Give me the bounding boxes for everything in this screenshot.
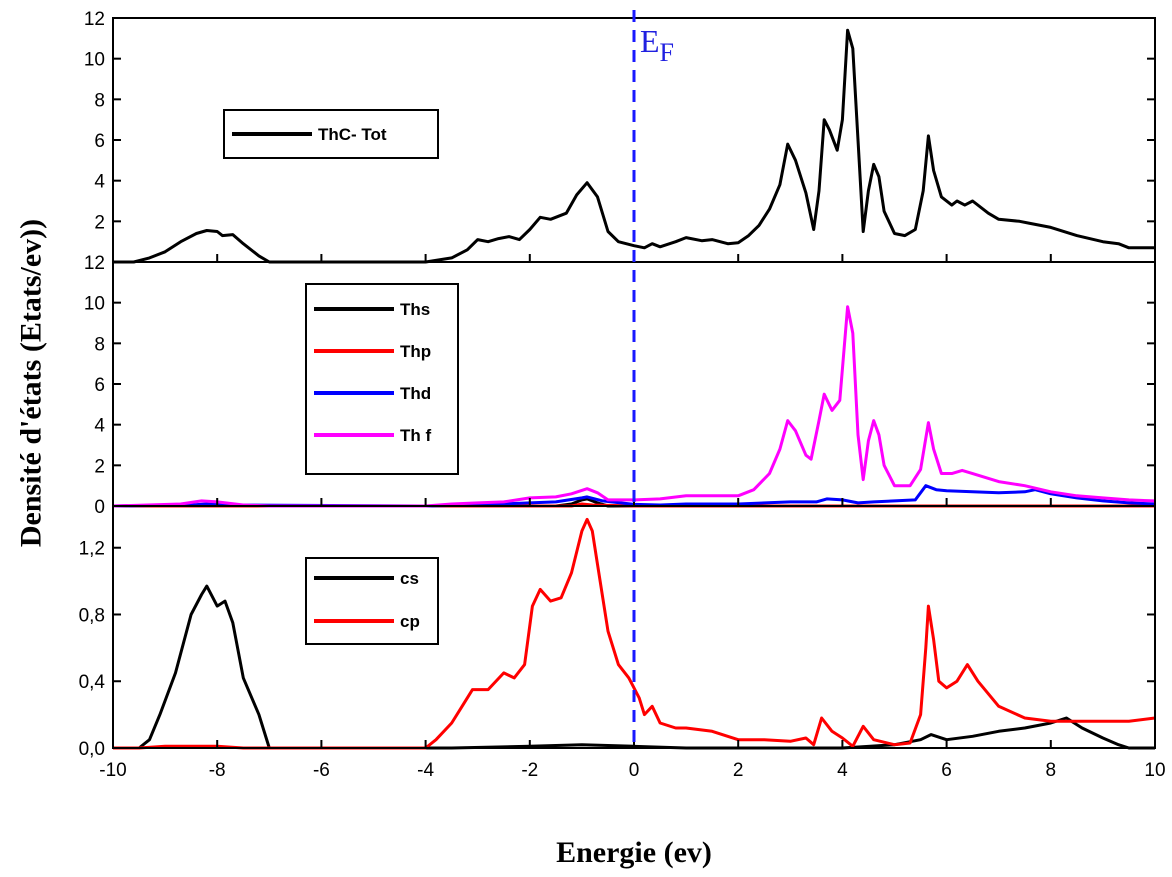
series-line-bottom-1 bbox=[113, 517, 1156, 750]
fermi-level-label: EF bbox=[640, 23, 674, 67]
y-tick-label-bottom-3: 1,2 bbox=[79, 539, 105, 560]
y-tick-label-top-2: 6 bbox=[94, 131, 105, 152]
x-tick-label-4: -2 bbox=[521, 760, 538, 781]
y-tick-label-middle-6: 12 bbox=[84, 253, 105, 274]
legend-label-middle-0: Ths bbox=[400, 300, 430, 319]
y-tick-label-top-1: 4 bbox=[94, 172, 105, 193]
legend-box-middle bbox=[305, 283, 459, 475]
legend-label-middle-3: Th f bbox=[400, 426, 431, 445]
series-line-top-0 bbox=[113, 28, 1155, 264]
x-tick-label-6: 2 bbox=[733, 760, 744, 781]
legend-label-middle-2: Thd bbox=[400, 384, 431, 403]
legend-top: ThC- Tot bbox=[223, 109, 439, 159]
x-tick-label-10: 10 bbox=[1144, 760, 1165, 781]
x-tick-label-7: 4 bbox=[837, 760, 848, 781]
y-tick-label-top-4: 10 bbox=[84, 50, 105, 71]
y-tick-label-middle-3: 6 bbox=[94, 375, 105, 396]
y-tick-label-middle-1: 2 bbox=[94, 456, 105, 477]
y-tick-label-bottom-2: 0,8 bbox=[79, 605, 105, 626]
legend-label-bottom-0: cs bbox=[400, 569, 419, 588]
y-tick-label-top-3: 8 bbox=[94, 90, 105, 111]
y-tick-label-top-0: 2 bbox=[94, 212, 105, 233]
x-tick-label-3: -4 bbox=[417, 760, 434, 781]
y-tick-label-bottom-1: 0,4 bbox=[79, 672, 106, 693]
x-tick-label-0: -10 bbox=[99, 760, 126, 781]
y-tick-label-top-5: 12 bbox=[84, 9, 105, 30]
fermi-label-main: E bbox=[640, 23, 660, 59]
x-tick-label-8: 6 bbox=[941, 760, 952, 781]
fermi-level: EF bbox=[632, 10, 674, 748]
legend-middle: Ths Thp Thd Th f bbox=[305, 283, 459, 475]
x-tick-label-9: 8 bbox=[1046, 760, 1057, 781]
fermi-label-sub: F bbox=[660, 38, 674, 67]
y-tick-label-middle-4: 8 bbox=[94, 334, 105, 355]
x-tick-label-2: -6 bbox=[313, 760, 330, 781]
series-line-middle-3 bbox=[112, 305, 1156, 508]
y-tick-label-middle-0: 0 bbox=[94, 497, 105, 518]
panels-layer: 2 4 6 8 10 12 ThC- Tot 0 2 4 6 8 10 12 Ths Thp Thd Th f 0,… bbox=[79, 9, 1156, 760]
x-axis: -10 -8 -6 -4 -2 0 2 4 6 8 10 bbox=[99, 760, 1165, 781]
x-axis-title: Energie (ev) bbox=[556, 836, 712, 869]
x-tick-label-1: -8 bbox=[209, 760, 226, 781]
y-tick-label-middle-2: 4 bbox=[94, 416, 105, 437]
x-tick-label-5: 0 bbox=[629, 760, 640, 781]
panel-middle: 0 2 4 6 8 10 12 Ths Thp Thd Th f bbox=[84, 253, 1156, 518]
y-tick-label-bottom-0: 0,0 bbox=[79, 739, 105, 760]
y-axis-title: Densité d'états (Etats/ev)) bbox=[15, 219, 48, 547]
series-line-middle-2 bbox=[112, 484, 1156, 508]
legend-bottom: cs cp bbox=[305, 557, 439, 645]
legend-box-bottom bbox=[305, 557, 439, 645]
legend-label-bottom-1: cp bbox=[400, 612, 420, 631]
panel-bottom: 0,0 0,4 0,8 1,2 cs cp bbox=[79, 505, 1156, 760]
legend-label-middle-1: Thp bbox=[400, 342, 431, 361]
panel-top: 2 4 6 8 10 12 ThC- Tot bbox=[84, 9, 1156, 264]
y-tick-label-middle-5: 10 bbox=[84, 294, 105, 315]
legend-label-top-0: ThC- Tot bbox=[318, 125, 387, 144]
